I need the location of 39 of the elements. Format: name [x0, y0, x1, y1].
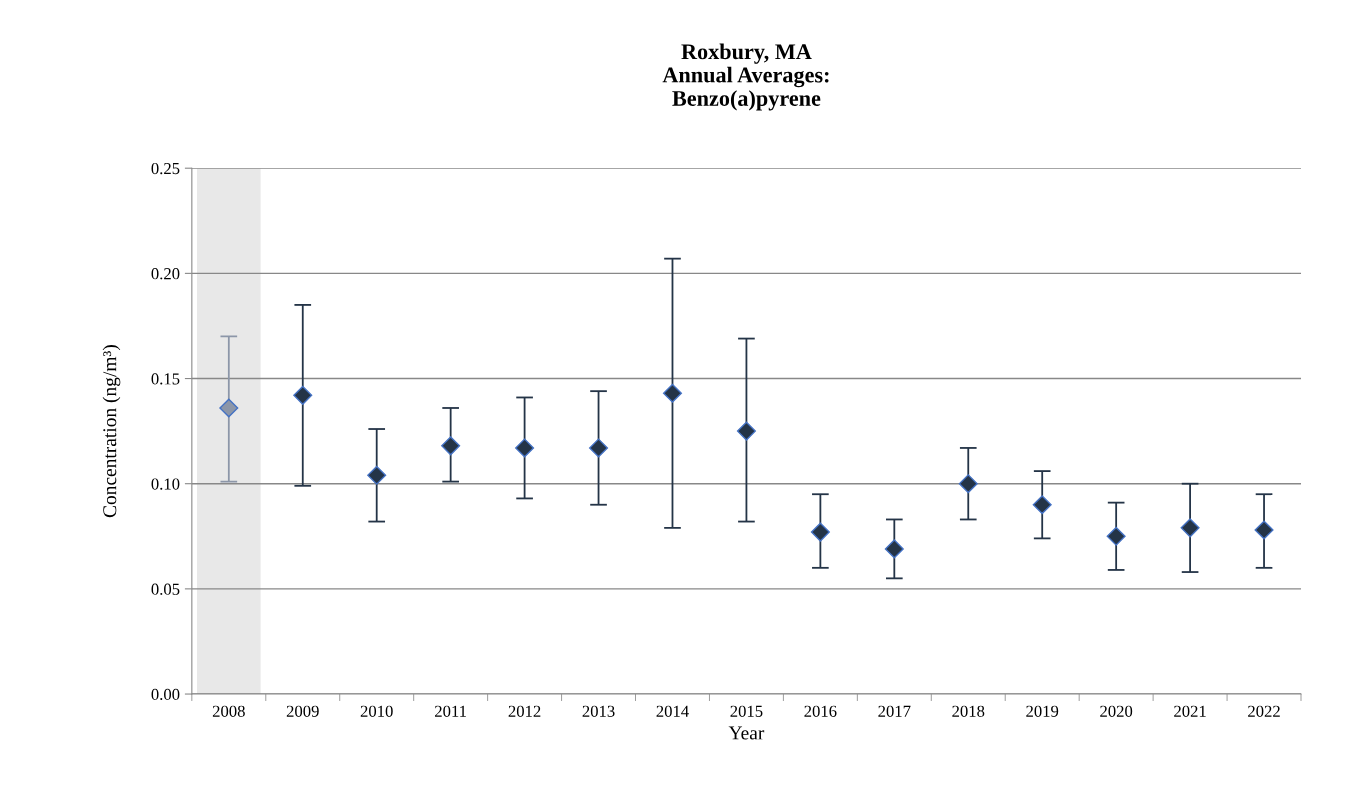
y-tick-label: 0.10 [151, 478, 180, 490]
point [662, 383, 683, 403]
x-tick-label: 2019 [1026, 705, 1059, 717]
chart-title: Roxbury, MA Annual Averages: Benzo(a)pyrene [662, 43, 829, 111]
x-tick-label: 2012 [508, 705, 541, 717]
x-tick-label: 2013 [582, 705, 615, 717]
x-tick-label: 2017 [878, 705, 911, 717]
x-tick-label: 2022 [1248, 705, 1280, 717]
point [293, 385, 313, 405]
x-tick-label: 2020 [1100, 705, 1133, 717]
y-tick-label: 0.00 [151, 688, 180, 701]
x-tick-label: 2014 [656, 705, 689, 717]
point [958, 474, 978, 494]
point [1254, 520, 1274, 540]
y-tick-label: 0.05 [151, 583, 180, 595]
x-tick-label: 2010 [360, 705, 393, 717]
y-tick-label: 0.15 [151, 373, 180, 385]
point [1180, 518, 1200, 538]
x-tick-label: 2016 [804, 705, 837, 717]
y-axis-title: Concentration (ng/m³) [102, 345, 121, 518]
x-tick-label: 2015 [730, 705, 763, 717]
point [736, 421, 756, 441]
x-axis-title: Year [728, 726, 765, 740]
point [441, 436, 461, 456]
point [884, 539, 904, 559]
point [1106, 526, 1126, 546]
x-tick-label: 2008 [212, 705, 245, 717]
x-tick-label: 2011 [435, 705, 466, 717]
point [367, 465, 387, 485]
x-tick-label: 2009 [286, 705, 319, 717]
point [515, 438, 535, 458]
point [219, 398, 239, 418]
y-tick-label: 0.20 [151, 268, 180, 280]
x-tick-label: 2021 [1174, 705, 1206, 717]
point [810, 522, 830, 542]
x-tick-label: 2018 [952, 705, 985, 717]
point [589, 438, 609, 458]
y-tick-label: 0.25 [151, 162, 180, 175]
point [1032, 495, 1052, 515]
